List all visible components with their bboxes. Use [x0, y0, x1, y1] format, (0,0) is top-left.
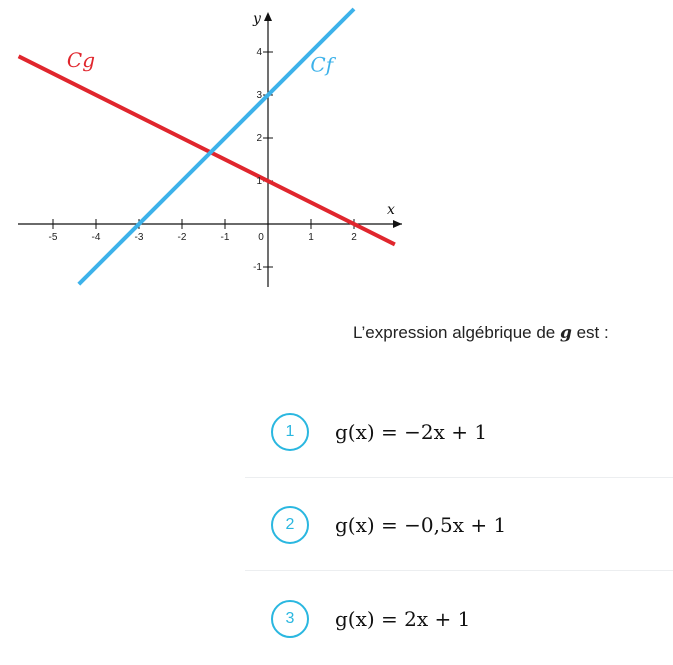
curve-label: Cf: [310, 52, 336, 76]
answer-option-3[interactable]: 3 g(x) = 2x + 1: [245, 573, 673, 665]
option-number-badge: 3: [271, 600, 309, 638]
x-axis-arrow-icon: [393, 220, 402, 228]
question-variable: g: [559, 323, 572, 343]
graph: -5 -4 -3 -2 -1 0 1 2 -1 1 2 3 4 x y Cg Cf: [17, 7, 402, 287]
curve-cg: [17, 54, 396, 247]
option-formula: g(x) = −2x + 1: [335, 419, 488, 444]
option-number-badge: 2: [271, 505, 309, 544]
option-formula: g(x) = −0,5x + 1: [335, 512, 507, 537]
answer-option-2[interactable]: 2 g(x) = −0,5x + 1: [245, 479, 673, 571]
y-tick-label: -1: [253, 262, 262, 273]
answer-option-1[interactable]: 1 g(x) = −2x + 1: [245, 386, 673, 478]
y-axis-arrow-icon: [264, 12, 272, 21]
x-tick-label: 0: [258, 232, 264, 243]
y-axis-label: y: [252, 11, 262, 27]
curves: [17, 7, 396, 286]
option-number-badge: 1: [271, 412, 309, 451]
question-suffix: est :: [571, 323, 609, 342]
x-tick-label: -2: [178, 232, 187, 243]
y-tick-label: 3: [256, 90, 262, 101]
x-tick-label: -1: [221, 232, 230, 243]
question-prefix: L’expression algébrique de: [353, 323, 560, 342]
x-tick-label: -4: [92, 232, 101, 243]
x-tick-label: 2: [351, 232, 357, 243]
curve-label: Cg: [67, 48, 95, 72]
y-tick-label: 2: [256, 133, 262, 144]
option-formula: g(x) = 2x + 1: [335, 607, 471, 631]
y-tick-label: 4: [256, 47, 262, 58]
axis-labels: -5 -4 -3 -2 -1 0 1 2 -1 1 2 3 4 x y Cg Cf: [49, 11, 396, 273]
curve-cf: [77, 7, 356, 286]
y-tick-label: 1: [256, 176, 262, 187]
x-axis-label: x: [387, 202, 395, 218]
x-tick-label: 1: [308, 232, 314, 243]
question-text: L’expression algébrique de g est :: [353, 323, 609, 343]
x-tick-label: -5: [49, 232, 58, 243]
x-tick-label: -3: [135, 232, 144, 243]
